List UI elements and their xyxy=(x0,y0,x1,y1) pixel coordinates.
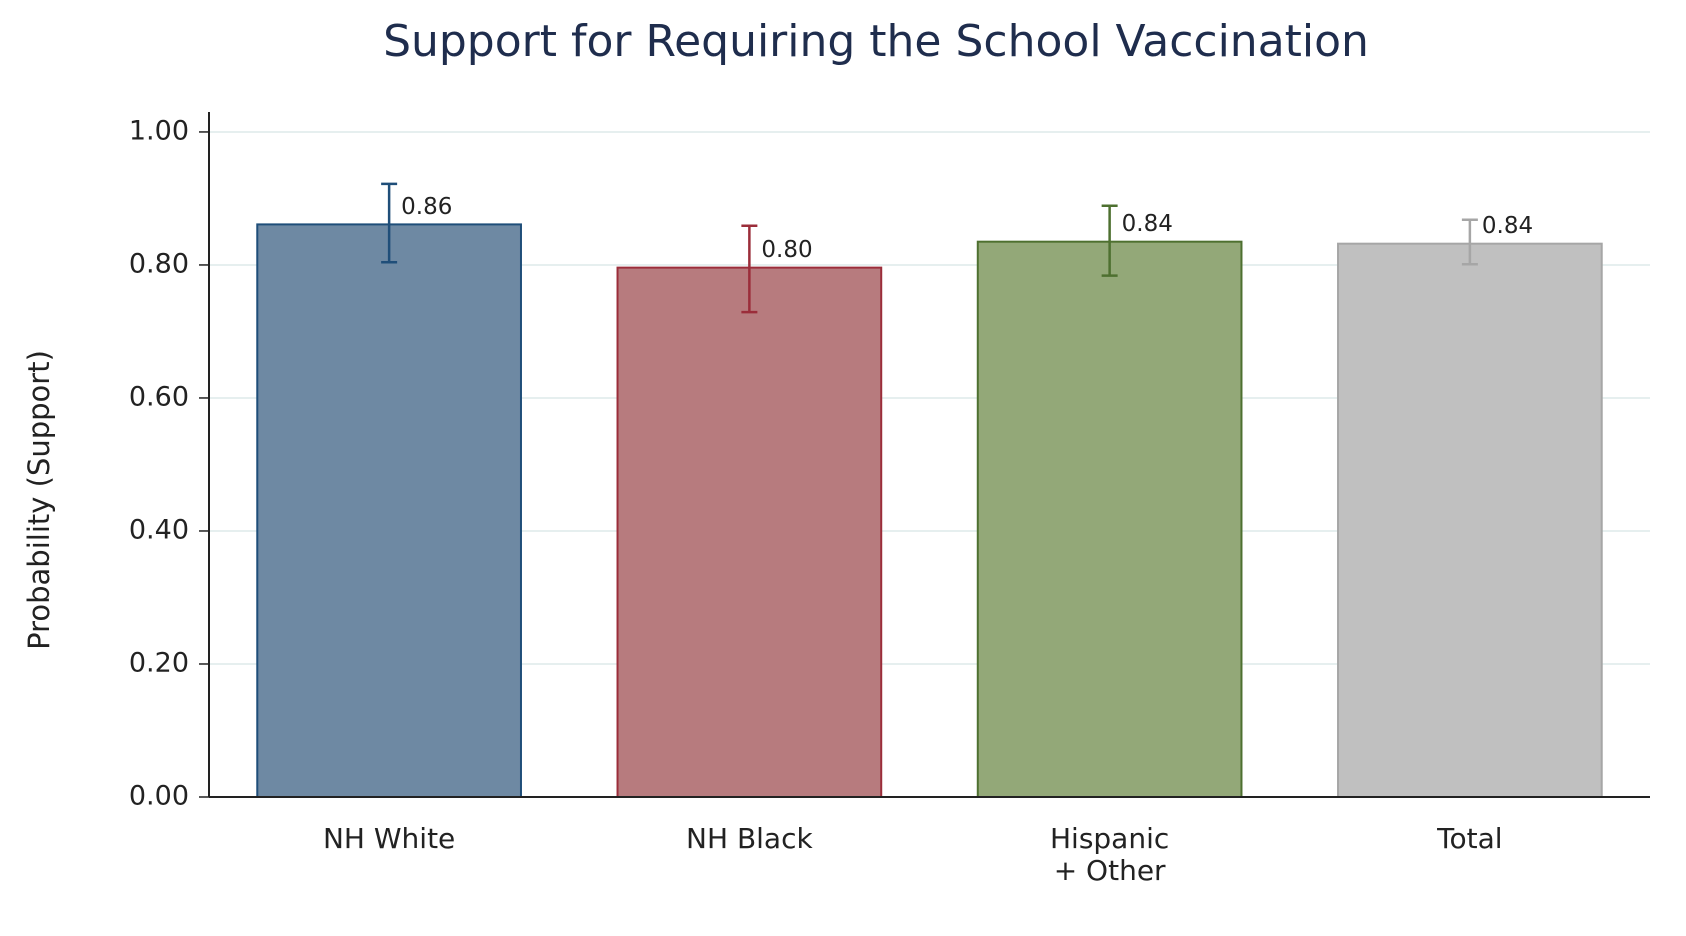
error-bar xyxy=(381,182,398,264)
x-tick-label: Total xyxy=(1436,822,1502,855)
y-tick-label: 0.40 xyxy=(129,514,189,545)
y-tick-label: 1.00 xyxy=(129,115,189,146)
error-bar xyxy=(741,224,758,314)
bar xyxy=(976,240,1243,799)
bar xyxy=(256,223,522,799)
y-tick-label: 0.20 xyxy=(129,647,189,678)
y-axis-label: Probability (Support) xyxy=(22,350,56,650)
x-tick-label: NH White xyxy=(323,822,455,855)
y-tick-label: 0.00 xyxy=(129,781,189,812)
data-label: 0.84 xyxy=(1482,213,1533,239)
error-bar xyxy=(1101,204,1118,277)
y-tick-label: 0.60 xyxy=(129,381,189,412)
error-bar xyxy=(1461,218,1478,266)
data-label: 0.84 xyxy=(1122,211,1173,237)
x-tick-label: Hispanic + Other xyxy=(1050,822,1169,887)
x-tick-label: NH Black xyxy=(686,822,813,855)
data-label: 0.86 xyxy=(401,194,452,220)
y-tick-label: 0.80 xyxy=(129,248,189,279)
bar xyxy=(616,266,883,799)
bar xyxy=(1337,242,1603,798)
data-label: 0.80 xyxy=(761,237,812,263)
chart-title: Support for Requiring the School Vaccina… xyxy=(383,16,1369,67)
